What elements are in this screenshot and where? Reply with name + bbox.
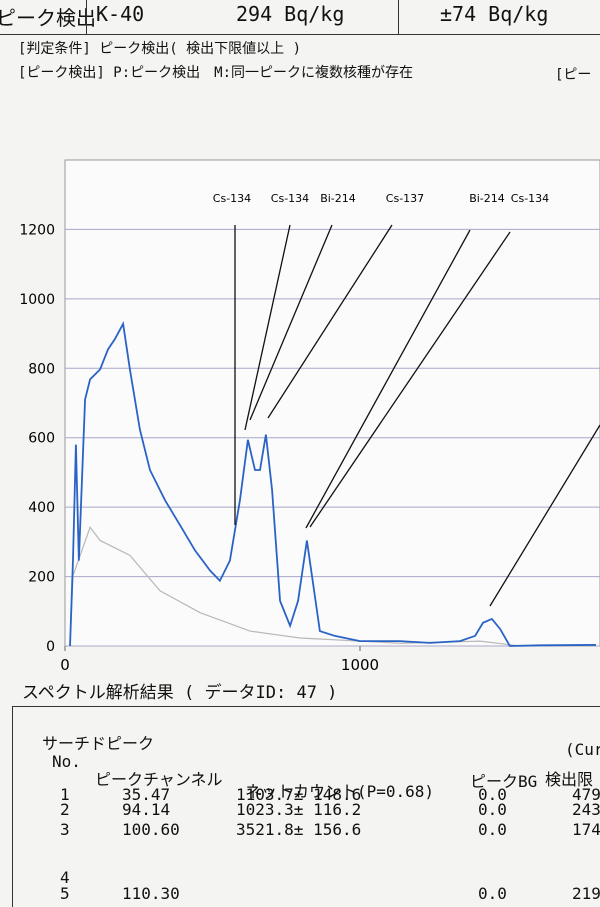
header-cell: 294 Bq/kg xyxy=(236,2,345,26)
column-header: ピークBG xyxy=(470,772,538,791)
y-tick-label: 0 xyxy=(46,639,55,655)
peak-label: Bi-214 xyxy=(320,192,356,205)
leader-line xyxy=(309,231,511,528)
table-cell: 0.0 xyxy=(478,820,507,839)
note: [判定条件] ピーク検出( 検出下限値以上 ) xyxy=(18,41,301,57)
results-box xyxy=(12,706,600,907)
header-cell: ピーク検出 xyxy=(0,6,96,30)
table-cell: 94.14 xyxy=(122,800,171,819)
table-cell: 35.47 xyxy=(122,785,171,804)
leader-line xyxy=(489,424,600,607)
y-tick-label: 600 xyxy=(28,431,55,447)
note: [ピー xyxy=(555,67,592,83)
divider xyxy=(86,0,87,34)
leader-line xyxy=(244,224,291,431)
column-header: 検出限 xyxy=(545,770,594,789)
note: [ピーク検出] P:ピーク検出 M:同一ピークに複数核種が存在 xyxy=(18,65,413,81)
table-cell: 1103.7± 148.6 xyxy=(236,785,362,804)
table-cell: 174 xyxy=(572,820,600,839)
table-cell: 0.0 xyxy=(478,785,507,804)
spectrum-line xyxy=(69,321,597,647)
table-cell: 5 xyxy=(60,884,70,903)
table-cell: 1023.3± 116.2 xyxy=(236,800,362,819)
table-cell: 243 xyxy=(572,800,600,819)
table-cell: 4 xyxy=(60,868,70,887)
table-cell: 3521.8± 156.6 xyxy=(236,820,362,839)
table-cell: 110.30 xyxy=(122,884,180,903)
y-tick-label: 200 xyxy=(28,570,55,586)
column-header: ネットカウント(P=0.68) xyxy=(245,782,435,801)
table-cell: 2 xyxy=(60,800,70,819)
unit-note: (Cur xyxy=(565,740,600,759)
header-row: ピーク検出 K-40 294 Bq/kg ±74 Bq/kg xyxy=(0,0,600,35)
y-tick-label: 1000 xyxy=(19,292,55,308)
peak-label: Cs-134 xyxy=(213,192,251,205)
leader-line xyxy=(249,224,333,421)
divider xyxy=(398,0,399,34)
x-tick-label: 0 xyxy=(60,656,70,674)
plot-area xyxy=(64,159,600,647)
y-tick-label: 1200 xyxy=(19,222,55,238)
peak-label: Cs-137 xyxy=(386,192,424,205)
table-cell: 219 xyxy=(572,884,600,903)
peak-label: Cs-134 xyxy=(271,192,309,205)
table-cell: 0.0 xyxy=(478,800,507,819)
y-tick-label: 400 xyxy=(28,500,55,516)
x-tick-label: 1000 xyxy=(341,656,379,674)
header-cell: ±74 Bq/kg xyxy=(440,2,549,26)
column-header: No. xyxy=(52,752,81,771)
peak-label: Cs-134 xyxy=(511,192,549,205)
table-cell: 0.0 xyxy=(478,884,507,903)
table-cell: 3 xyxy=(60,820,70,839)
y-tick-label: 800 xyxy=(28,361,55,377)
section-title: サーチドピーク xyxy=(42,734,155,753)
results-title: スペクトル解析結果 ( データID: 47 ) xyxy=(22,683,338,703)
header-cell: K-40 xyxy=(96,2,145,26)
spectrum-line xyxy=(69,526,596,647)
table-cell: 1 xyxy=(60,785,70,804)
leader-line xyxy=(305,229,471,529)
column-header: ピークチャンネル xyxy=(95,770,223,789)
spectrum-chart: 0 200 400 600 800 1000 1200 0 1000 Cs-134 Cs-134 Bi… xyxy=(19,159,600,674)
peak-label: Bi-214 xyxy=(469,192,505,205)
table-cell: 100.60 xyxy=(122,820,180,839)
leader-line xyxy=(267,224,393,419)
table-cell: 479 xyxy=(572,785,600,804)
